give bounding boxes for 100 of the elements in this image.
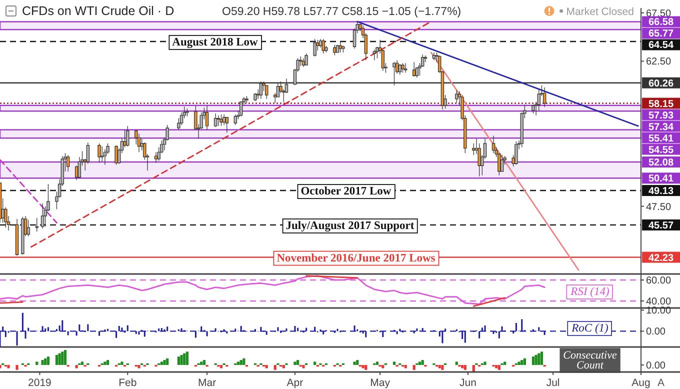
- candlestick: [40, 203, 44, 229]
- chart-title: CFDs on WTI Crude Oil · D: [22, 4, 174, 18]
- bar: [356, 360, 359, 365]
- bar: [64, 350, 67, 365]
- text: A: [657, 377, 665, 389]
- candlestick: [455, 90, 458, 104]
- bar: [484, 362, 486, 365]
- bar: [7, 364, 10, 368]
- line-series: [0, 275, 546, 305]
- bar: [421, 360, 424, 365]
- text: 54.55: [648, 144, 674, 156]
- candlestick: [532, 104, 535, 114]
- bar: [418, 362, 422, 365]
- y-tick-label: 40.00: [646, 296, 672, 308]
- candlestick: [432, 52, 436, 61]
- x-tick-label: May: [370, 377, 391, 389]
- x-tick-label: Jun: [460, 377, 477, 389]
- candlestick: [234, 114, 238, 126]
- ref-line-label: July/August 2017 Support: [286, 220, 414, 232]
- bar: [282, 364, 285, 368]
- bar: [412, 364, 416, 370]
- bar: [166, 358, 169, 365]
- bar: [495, 364, 498, 368]
- bar: [186, 352, 188, 365]
- bar: [532, 356, 535, 365]
- candlestick: [21, 216, 24, 255]
- candlestick: [186, 108, 189, 117]
- bar: [220, 364, 223, 368]
- bar: [540, 352, 544, 365]
- candlestick: [254, 92, 257, 102]
- chart-subtitle: O59.20 H59.78 L57.77 C58.15 −1.05 (−1.77%): [222, 6, 462, 18]
- bar: [75, 364, 78, 368]
- bar: [41, 360, 44, 365]
- bar: [44, 358, 47, 365]
- candlestick: [35, 218, 38, 232]
- bar: [441, 364, 444, 370]
- candlestick: [322, 38, 325, 54]
- bar: [202, 360, 206, 365]
- candlestick: [126, 126, 130, 147]
- y-tick-label: 10.00: [646, 306, 672, 317]
- candlestick: [154, 152, 158, 164]
- candlestick: [216, 115, 220, 126]
- x-tick-label: Feb: [118, 377, 137, 389]
- text: 64.54: [648, 40, 674, 52]
- series-label: Consecutive Count: [563, 350, 617, 372]
- candlestick: [338, 40, 342, 53]
- bar: [534, 354, 538, 365]
- bar: [183, 353, 186, 365]
- bar: [518, 362, 520, 365]
- bar: [55, 354, 58, 365]
- bar: [138, 364, 140, 368]
- candlestick: [401, 62, 404, 74]
- bar: [160, 362, 163, 365]
- candlestick: [333, 44, 336, 56]
- y-tick-label: 0.00: [646, 326, 666, 338]
- bar: [80, 362, 84, 365]
- candlestick: [404, 62, 408, 74]
- text: 66.58: [648, 17, 674, 28]
- bar: [106, 360, 110, 365]
- candlestick: [245, 96, 248, 104]
- bar: [180, 354, 183, 365]
- bar: [392, 362, 396, 365]
- bar: [163, 360, 166, 365]
- ref-line-label: November 2016/June 2017 Lows: [276, 252, 436, 264]
- bar: [464, 364, 466, 370]
- bar: [236, 362, 240, 365]
- bar: [274, 364, 276, 370]
- bar: [504, 362, 506, 365]
- ref-line-label: August 2018 Low: [172, 36, 258, 48]
- bar: [240, 360, 242, 365]
- bar: [520, 360, 524, 365]
- x-tick-label: 2019: [28, 377, 52, 389]
- candlestick: [98, 143, 101, 164]
- candlestick: [412, 62, 416, 77]
- bar: [16, 364, 18, 370]
- candlestick: [205, 105, 209, 130]
- annotation: Market Closed: [566, 6, 634, 18]
- text: RoC (1): [570, 322, 609, 334]
- text: 57.34: [648, 122, 674, 133]
- bar: [265, 364, 268, 368]
- candlestick: [313, 38, 316, 57]
- bar: [538, 353, 540, 365]
- candlestick: [500, 154, 504, 172]
- x-tick-label: Aug: [632, 377, 650, 389]
- bar: [104, 362, 106, 365]
- x-tick-label: Jul: [546, 377, 560, 389]
- candlestick: [372, 49, 376, 61]
- candlestick: [114, 145, 118, 165]
- candlestick: [304, 53, 308, 66]
- candlestick: [26, 220, 30, 237]
- text: 65.77: [648, 28, 674, 40]
- bar: [61, 352, 64, 365]
- y-tick-label: 47.50: [646, 202, 672, 213]
- candlestick: [542, 87, 546, 108]
- bar: [314, 362, 316, 365]
- bar: [376, 362, 379, 365]
- text: 45.57: [648, 220, 674, 232]
- text: 55.41: [648, 133, 674, 144]
- bar: [296, 360, 300, 365]
- candlestick: [100, 146, 104, 162]
